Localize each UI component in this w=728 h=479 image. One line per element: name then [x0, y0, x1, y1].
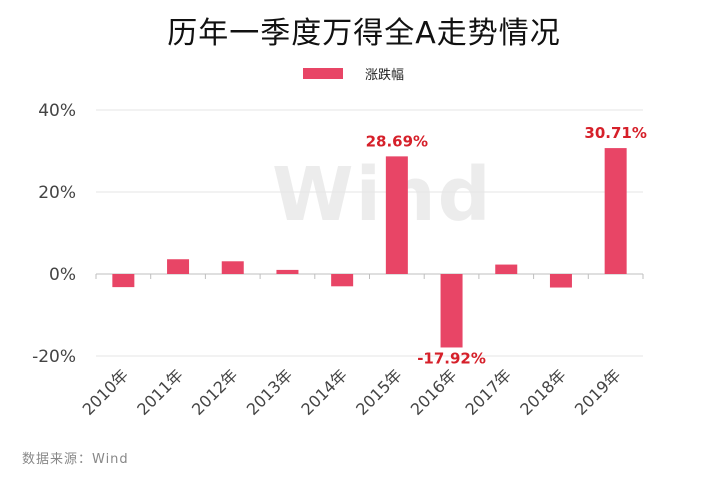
bar [604, 148, 627, 274]
data-label: 28.69% [366, 132, 428, 150]
bar [440, 274, 463, 348]
x-tick-label: 2010年 [79, 365, 133, 419]
x-tick-label: 2017年 [462, 365, 516, 419]
bar [495, 264, 518, 274]
bar [221, 261, 244, 274]
bar [112, 274, 135, 288]
x-tick-label: 2016年 [407, 365, 461, 419]
y-tick-label: 20% [38, 183, 76, 203]
legend-swatch [303, 67, 343, 79]
bar [331, 274, 354, 287]
watermark: Wind [272, 152, 493, 238]
x-tick-label: 2012年 [188, 365, 242, 419]
y-tick-label: -20% [32, 347, 76, 367]
x-tick-label: 2013年 [243, 365, 297, 419]
data-label: 30.71% [584, 124, 646, 142]
bar [385, 156, 408, 274]
bar [167, 259, 190, 274]
y-tick-label: 0% [49, 265, 76, 285]
x-tick-label: 2014年 [297, 365, 351, 419]
x-tick-label: 2011年 [133, 365, 187, 419]
x-tick-label: 2015年 [352, 365, 406, 419]
source-note: 数据来源：Wind [22, 452, 129, 467]
x-tick-label: 2018年 [516, 365, 570, 419]
y-tick-label: 40% [38, 101, 76, 121]
chart-title: 历年一季度万得全A走势情况 [167, 16, 561, 51]
x-tick-label: 2019年 [571, 365, 625, 419]
bar [276, 269, 299, 274]
data-label: -17.92% [417, 349, 486, 367]
bar [549, 274, 572, 288]
legend-label: 涨跌幅 [365, 67, 405, 83]
legend: 涨跌幅 [303, 64, 405, 83]
